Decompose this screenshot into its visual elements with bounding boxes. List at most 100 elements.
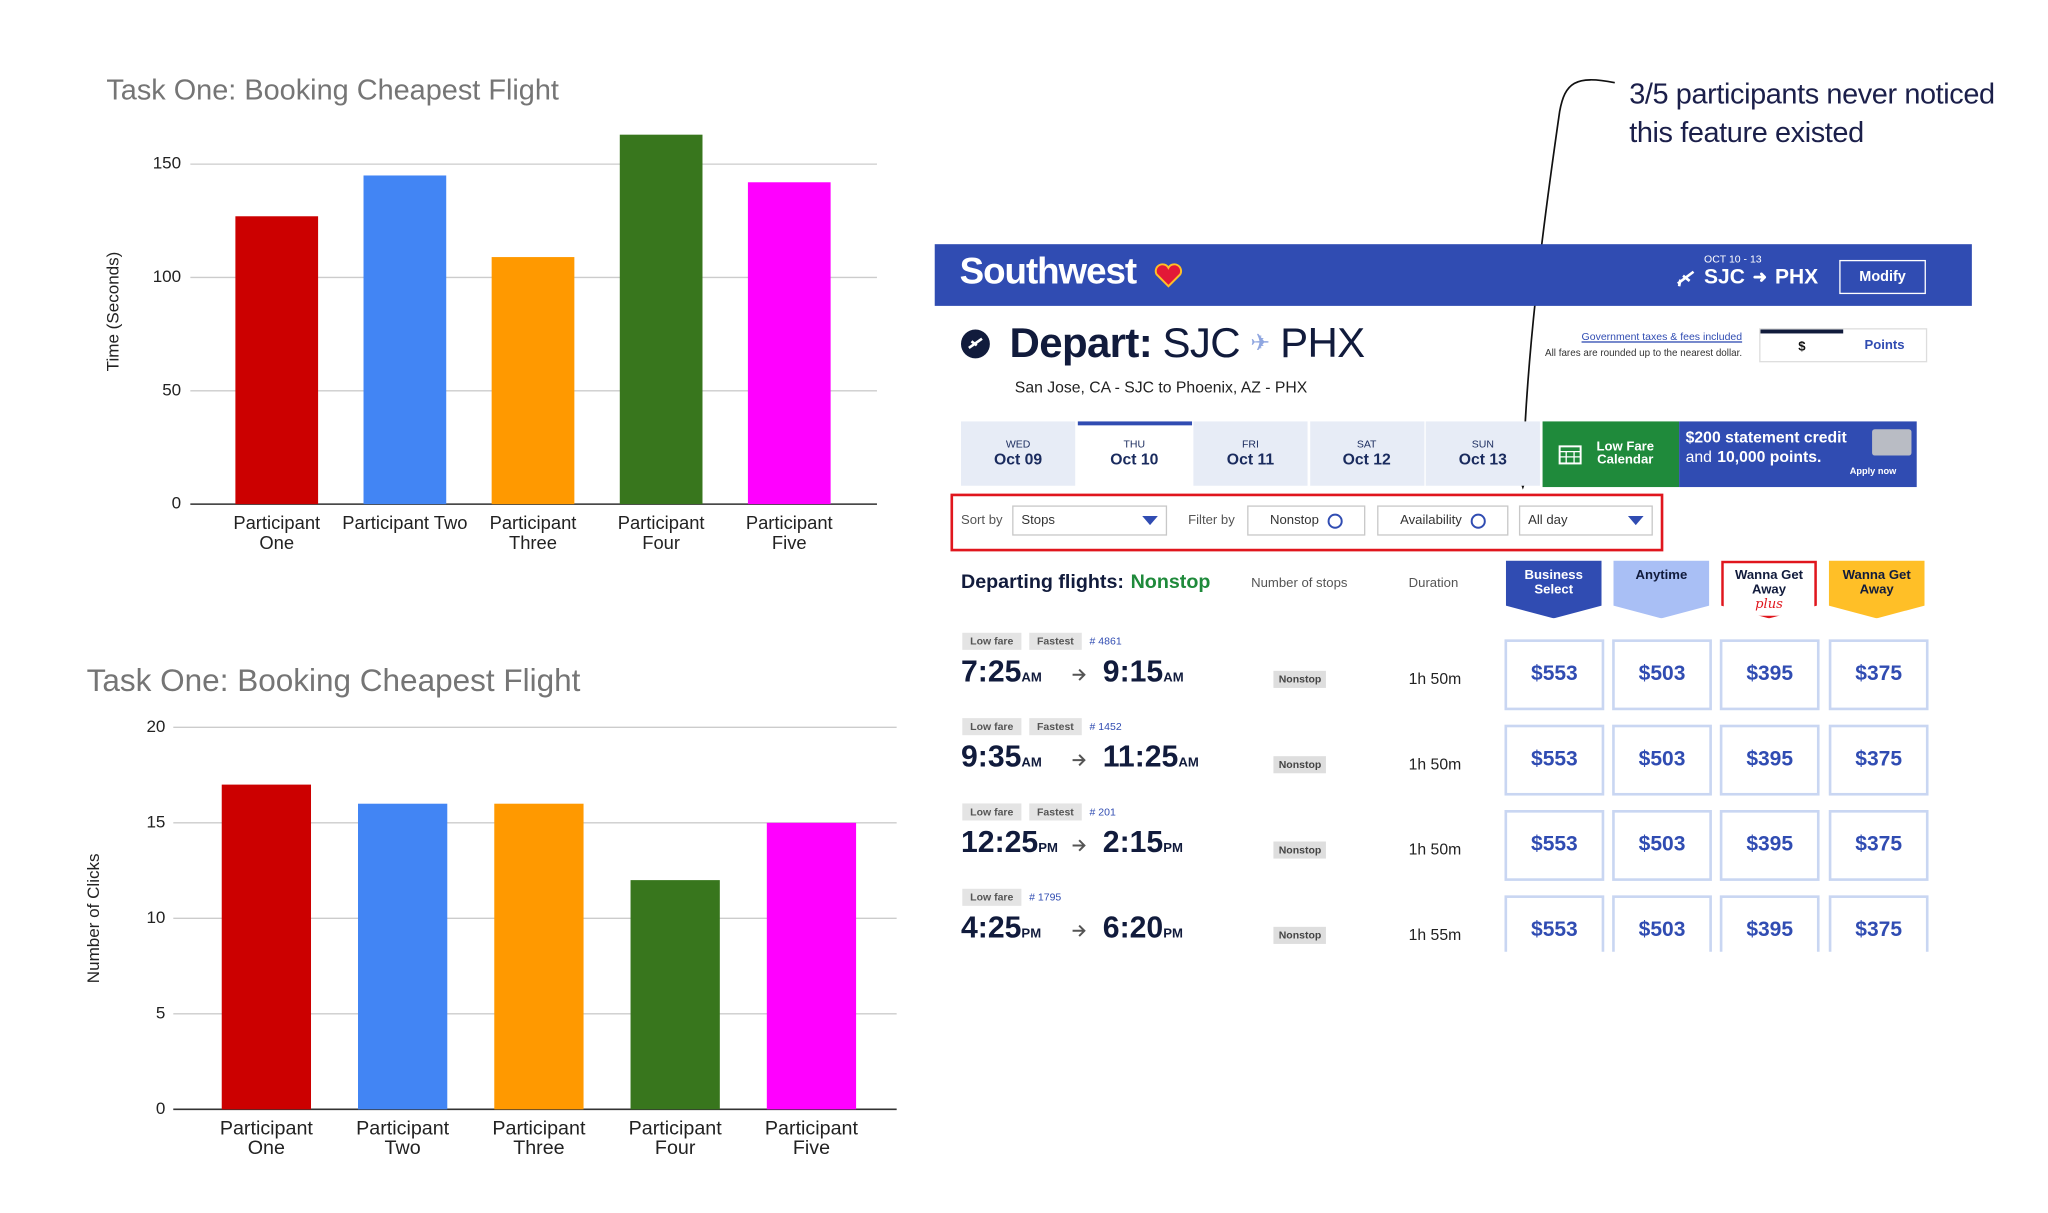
y-axis-title: Time (Seconds) [104, 252, 123, 372]
date-tab[interactable]: FRI Oct 11 [1193, 421, 1308, 486]
modify-button[interactable]: Modify [1839, 259, 1926, 295]
x-tick-label: Participant One [219, 1117, 313, 1160]
time-select[interactable]: All day [1518, 505, 1653, 536]
fare-header[interactable]: Business Select [1505, 560, 1602, 619]
caret [1142, 515, 1158, 526]
tag: Low fare [962, 718, 1022, 736]
results-title: Departing flights: Nonstop [961, 571, 1210, 593]
results-label: Departing flights: [960, 571, 1125, 594]
fare-name: Wanna Get Away [1842, 568, 1911, 598]
rounding-note: All fares are rounded up to the nearest … [1545, 346, 1743, 359]
fare-price[interactable]: $395 [1719, 810, 1820, 881]
y-tick-label: 15 [146, 812, 165, 831]
flight-time: 9:15AM [1103, 654, 1184, 689]
time: 4:25 [960, 909, 1022, 944]
fare-price[interactable]: $553 [1504, 639, 1605, 711]
flight-number: # 4861 [1089, 635, 1122, 648]
column-stops: Number of stops [1251, 576, 1348, 591]
fare-price[interactable]: $375 [1828, 895, 1929, 952]
x-tick-label: Participant Two [356, 1117, 450, 1160]
y-tick-label: 20 [146, 717, 165, 736]
fare-header[interactable]: Anytime [1613, 560, 1710, 619]
time: 9:35 [960, 739, 1022, 774]
fare-header[interactable]: Wanna Get Away plus [1721, 560, 1817, 619]
fare-price[interactable]: $503 [1612, 639, 1712, 711]
tab-date: Oct 13 [1458, 450, 1507, 469]
flight-time: 4:25PM [961, 910, 1041, 945]
date-tab[interactable]: SUN Oct 13 [1425, 421, 1540, 486]
radio [1327, 512, 1343, 529]
tab-day: THU [1123, 438, 1146, 451]
bar [235, 216, 319, 505]
depart-plane: ✈ [1250, 329, 1270, 356]
fare-price[interactable]: $503 [1612, 810, 1712, 881]
stops: Nonstop [1273, 841, 1327, 859]
toggle-dollar[interactable]: $ [1760, 329, 1844, 362]
fare-name: Business Select [1524, 568, 1583, 598]
bar [363, 175, 447, 505]
fare-price[interactable]: $375 [1828, 810, 1929, 881]
fare-price[interactable]: $553 [1504, 724, 1605, 796]
fare-price[interactable]: $375 [1828, 639, 1929, 711]
stops: Nonstop [1273, 756, 1327, 774]
toggle-points[interactable]: Points [1864, 338, 1905, 353]
x-tick-label: Participant Four [628, 1117, 722, 1160]
promo-points: 10,000 points. [1717, 447, 1822, 467]
bar [358, 803, 448, 1110]
promo-banner[interactable]: $200 statement credit and 10,000 points. … [1679, 421, 1917, 488]
low-fare-calendar[interactable]: Low Fare Calendar [1542, 421, 1680, 488]
fare-price[interactable]: $553 [1504, 810, 1605, 881]
time: 6:20 [1102, 909, 1164, 944]
time-arrow [1072, 668, 1086, 681]
date-tab[interactable]: SAT Oct 12 [1309, 421, 1424, 486]
currency-toggle[interactable]: $ Points [1759, 328, 1928, 363]
tag: Low fare [962, 803, 1022, 821]
fare-price[interactable]: $395 [1719, 895, 1820, 952]
annotation: 3/5 participants never noticed this feat… [1629, 77, 1995, 149]
tag: Low fare [962, 888, 1022, 906]
period: PM [1163, 841, 1183, 856]
time-value: All day [1528, 513, 1568, 528]
fare-price[interactable]: $553 [1504, 895, 1605, 952]
promo-link[interactable]: Apply now [1849, 467, 1897, 477]
fare-price[interactable]: $395 [1719, 639, 1820, 711]
sort-value: Stops [1021, 513, 1055, 528]
y-tick-label: 5 [156, 1003, 165, 1022]
taxes-link[interactable]: Government taxes & fees included [1581, 330, 1743, 343]
plane-icon [1676, 270, 1695, 287]
promo-text: and 10,000 points. [1686, 448, 1822, 466]
tab-date: Oct 10 [1110, 450, 1159, 469]
flight-time: 6:20PM [1103, 910, 1183, 945]
availability-filter[interactable]: Availability [1377, 505, 1509, 536]
filter-label: Filter by [1188, 513, 1235, 528]
depart-label: Depart: [1009, 319, 1153, 367]
y-tick-label: 0 [172, 494, 181, 513]
date-tab[interactable]: THU Oct 10 [1077, 421, 1192, 486]
sort-select[interactable]: Stops [1012, 505, 1168, 536]
route-text: San Jose, CA - SJC to Phoenix, AZ - PHX [1014, 378, 1308, 397]
nonstop-filter[interactable]: Nonstop [1247, 505, 1366, 536]
arrow [1072, 754, 1086, 767]
bar [619, 134, 703, 505]
fare-price[interactable]: $395 [1719, 724, 1820, 796]
fare-price[interactable]: $503 [1612, 724, 1712, 796]
bar [491, 257, 575, 505]
tag: Fastest [1029, 632, 1082, 650]
date-tab[interactable]: WED Oct 09 [960, 421, 1076, 486]
x-tick-label: Participant Two [342, 512, 468, 534]
period: PM [1038, 841, 1058, 856]
fare-price[interactable]: $503 [1612, 895, 1712, 952]
tab-date: Oct 11 [1226, 450, 1275, 469]
y-tick-label: 100 [153, 267, 181, 286]
calendar-icon [1558, 445, 1582, 465]
fare-header[interactable]: Wanna Get Away [1828, 560, 1925, 619]
logo[interactable]: Southwest [959, 250, 1137, 292]
duration: 1h 55m [1408, 925, 1462, 944]
tag: Low fare [962, 632, 1022, 650]
fare-price[interactable]: $375 [1828, 724, 1929, 796]
flight-tags: Low fare Fastest # 1452 [962, 718, 1122, 736]
charts: Task One: Booking Cheapest Flight Time (S… [84, 75, 897, 1118]
header-bar [934, 244, 1972, 306]
route-arrow: ➜ [1752, 266, 1768, 287]
